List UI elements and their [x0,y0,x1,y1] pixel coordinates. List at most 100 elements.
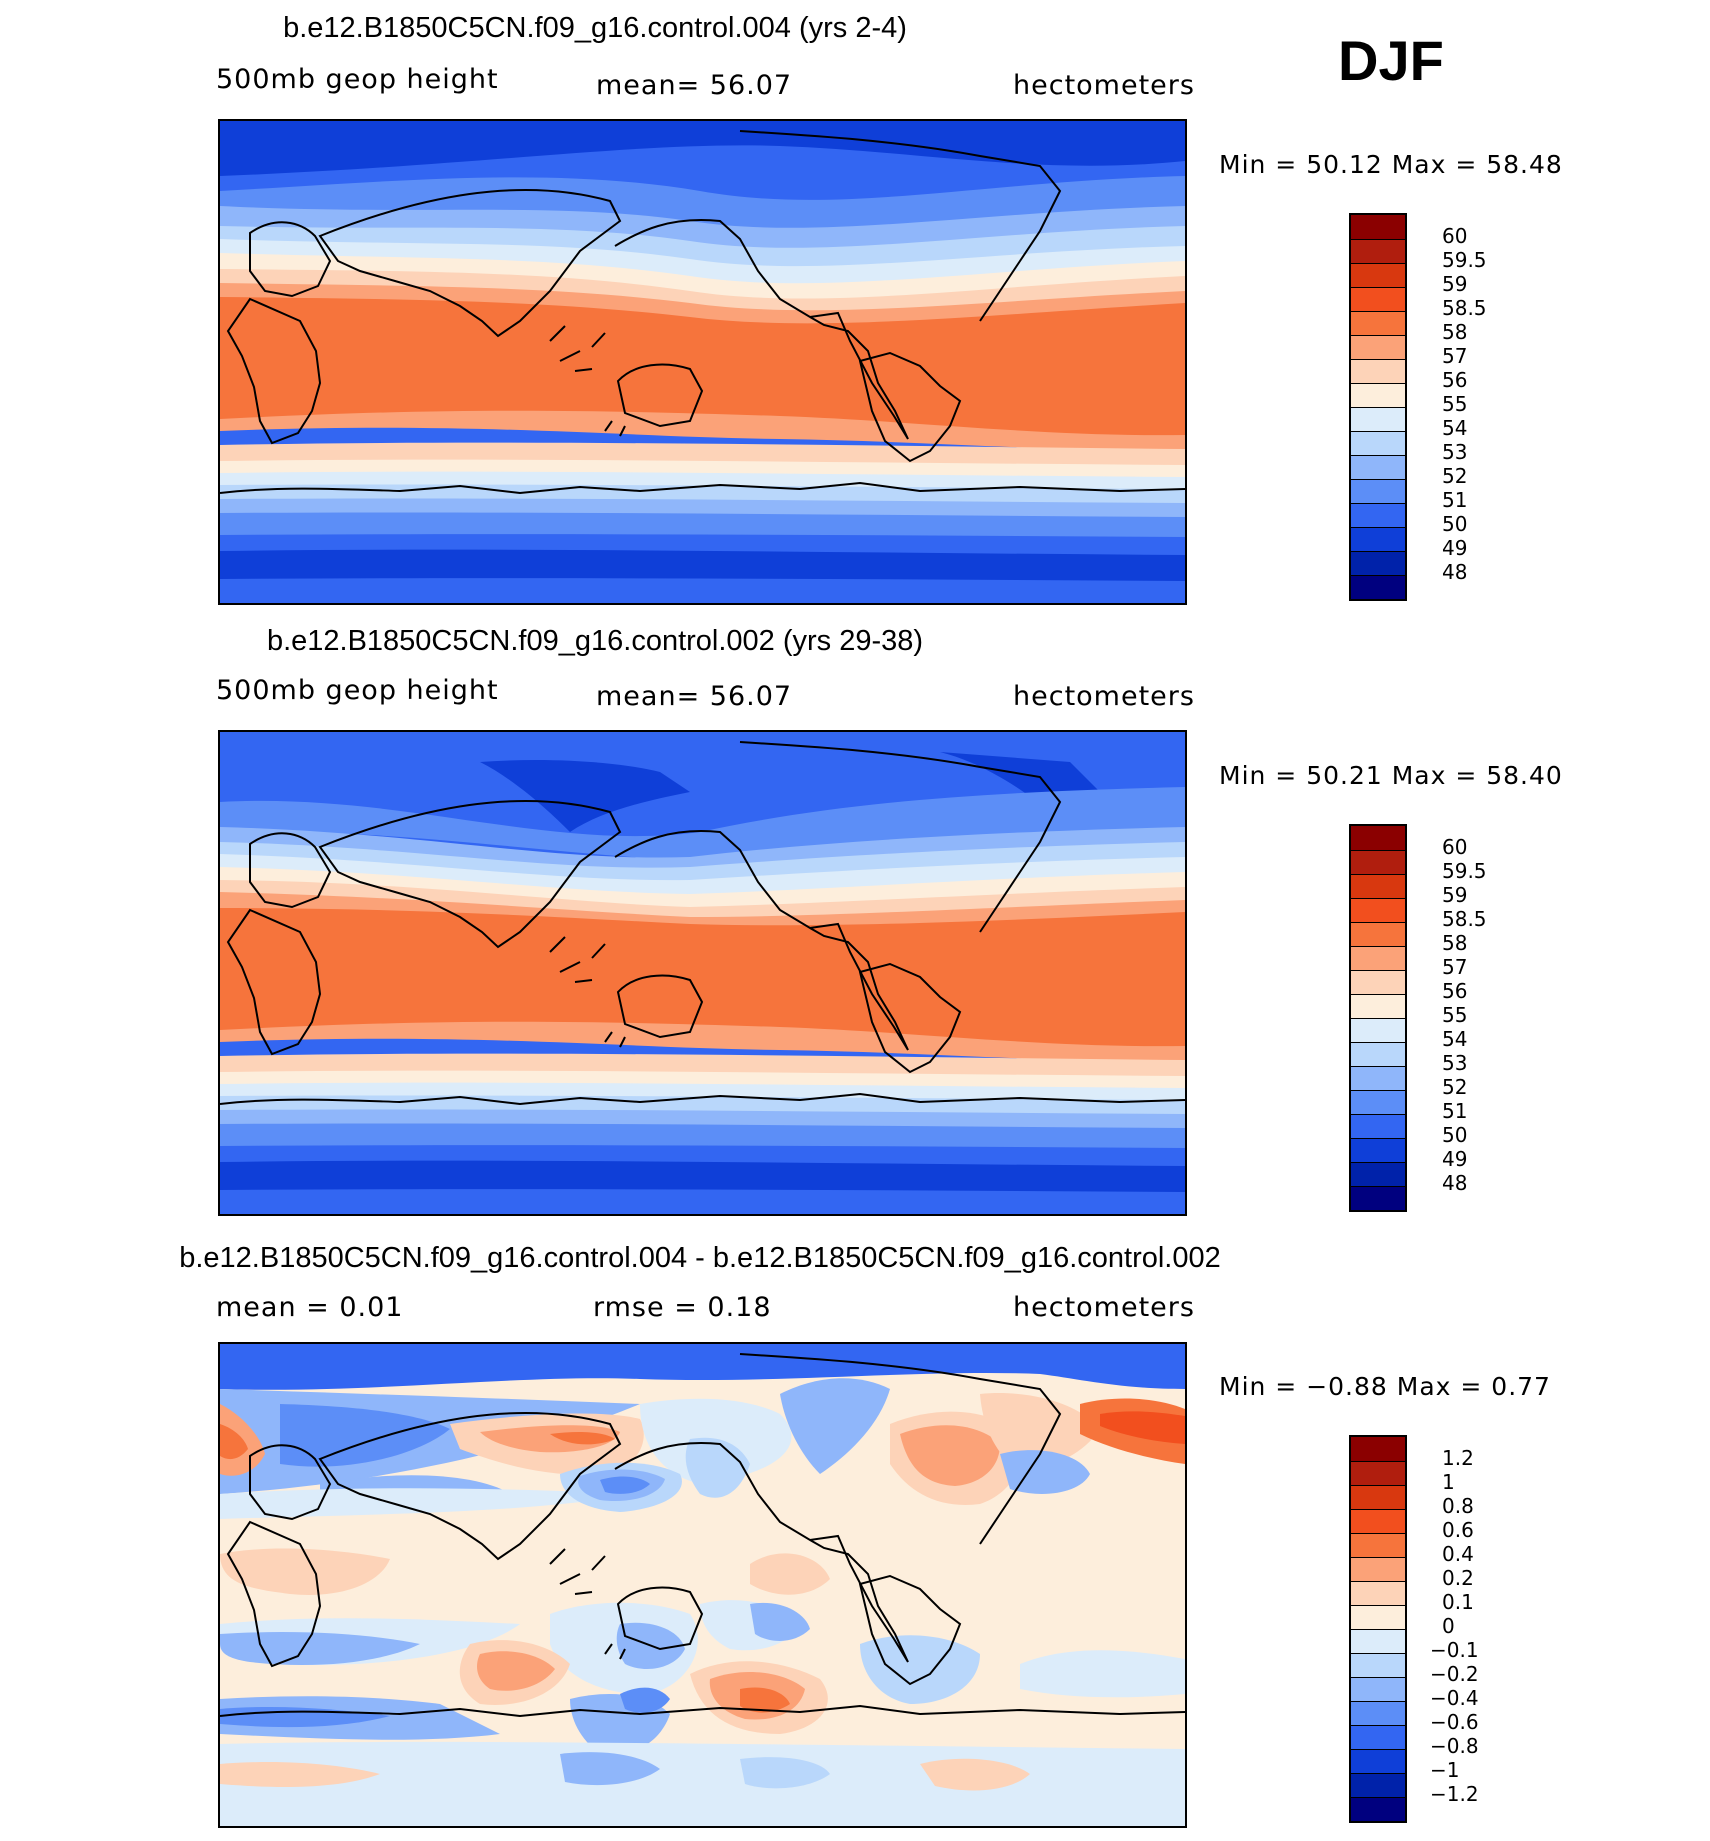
colorbar-label: −0.4 [1430,1686,1479,1710]
colorbar-swatch [1351,1018,1405,1042]
colorbar-label: −1.2 [1430,1782,1479,1806]
colorbar-swatch [1351,383,1405,407]
panel-2-mean: mean= 56.07 [596,681,793,712]
colorbar-swatch [1351,1701,1405,1725]
colorbar-swatch [1351,1797,1405,1821]
colorbar-swatch [1351,359,1405,383]
colorbar-label: 51 [1442,488,1468,512]
colorbar-swatch [1351,503,1405,527]
colorbar-label: 56 [1442,979,1468,1003]
colorbar-label: 60 [1442,224,1468,248]
colorbar-label: 0.1 [1442,1590,1474,1614]
panel-3-mean: mean = 0.01 [216,1292,404,1323]
colorbar-label: 54 [1442,1027,1468,1051]
colorbar-label: 57 [1442,955,1468,979]
panel-3-contours [220,1344,1185,1826]
colorbar-label: 0.8 [1442,1494,1474,1518]
colorbar-label: 59 [1442,883,1468,907]
colorbar-swatch [1351,1138,1405,1162]
colorbar-label: 60 [1442,835,1468,859]
colorbar-label: 59.5 [1442,248,1487,272]
panel-1-units: hectometers [1013,70,1195,101]
colorbar-swatch [1351,874,1405,898]
colorbar-label: 48 [1442,560,1468,584]
colorbar-label: 57 [1442,344,1468,368]
colorbar-label: 58 [1442,931,1468,955]
colorbar-swatch [1351,1437,1405,1461]
panel-2-colorbar [1349,824,1407,1212]
colorbar-label: 51 [1442,1099,1468,1123]
panel-2-units: hectometers [1013,681,1195,712]
panel-3-minmax: Min = −0.88 Max = 0.77 [1219,1372,1551,1401]
colorbar-swatch [1351,1485,1405,1509]
panel-2-minmax: Min = 50.21 Max = 58.40 [1219,761,1563,790]
colorbar-label: 52 [1442,1075,1468,1099]
colorbar-swatch [1351,479,1405,503]
panel-1-colorbar [1349,213,1407,601]
colorbar-swatch [1351,575,1405,599]
colorbar-swatch [1351,1557,1405,1581]
colorbar-swatch [1351,1090,1405,1114]
colorbar-label: 55 [1442,1003,1468,1027]
colorbar-swatch [1351,1629,1405,1653]
colorbar-swatch [1351,970,1405,994]
colorbar-swatch [1351,1509,1405,1533]
colorbar-label: 1.2 [1442,1446,1474,1470]
colorbar-swatch [1351,407,1405,431]
colorbar-swatch [1351,287,1405,311]
colorbar-label: 53 [1442,1051,1468,1075]
colorbar-swatch [1351,551,1405,575]
colorbar-label: 59.5 [1442,859,1487,883]
colorbar-label: −0.8 [1430,1734,1479,1758]
colorbar-swatch [1351,239,1405,263]
colorbar-swatch [1351,311,1405,335]
colorbar-label: 54 [1442,416,1468,440]
colorbar-label: 52 [1442,464,1468,488]
colorbar-label: 58.5 [1442,296,1487,320]
panel-3-units: hectometers [1013,1292,1195,1323]
colorbar-swatch [1351,263,1405,287]
colorbar-swatch [1351,1066,1405,1090]
panel-2-map [218,730,1187,1216]
colorbar-swatch [1351,1581,1405,1605]
colorbar-swatch [1351,1114,1405,1138]
colorbar-swatch [1351,1533,1405,1557]
panel-3-colorbar [1349,1435,1407,1823]
colorbar-swatch [1351,1461,1405,1485]
season-label: DJF [1338,29,1444,92]
colorbar-label: 58 [1442,320,1468,344]
colorbar-label: −0.2 [1430,1662,1479,1686]
colorbar-label: −0.1 [1430,1638,1479,1662]
colorbar-swatch [1351,826,1405,850]
panel-1-mean: mean= 56.07 [596,70,793,101]
colorbar-label: 59 [1442,272,1468,296]
colorbar-label: 0.2 [1442,1566,1474,1590]
panel-1-variable: 500mb geop height [216,64,499,95]
colorbar-label: 50 [1442,1123,1468,1147]
panel-3-title: b.e12.B1850C5CN.f09_g16.control.004 - b.… [179,1242,1221,1274]
colorbar-swatch [1351,1605,1405,1629]
panel-2-title: b.e12.B1850C5CN.f09_g16.control.002 (yrs… [266,625,924,657]
colorbar-label: 0.6 [1442,1518,1474,1542]
colorbar-swatch [1351,527,1405,551]
colorbar-label: −1 [1430,1758,1460,1782]
panel-1-minmax: Min = 50.12 Max = 58.48 [1219,150,1563,179]
colorbar-label: 58.5 [1442,907,1487,931]
panel-3-coastlines [220,1353,1185,1718]
colorbar-label: −0.6 [1430,1710,1479,1734]
colorbar-swatch [1351,215,1405,239]
colorbar-swatch [1351,1773,1405,1797]
colorbar-label: 48 [1442,1171,1468,1195]
panel-1-title: b.e12.B1850C5CN.f09_g16.control.004 (yrs… [283,12,907,44]
panel-2-variable: 500mb geop height [216,675,499,706]
panel-3-rmse: rmse = 0.18 [593,1292,772,1323]
colorbar-swatch [1351,431,1405,455]
panel-3-map [218,1342,1187,1828]
colorbar-label: 53 [1442,440,1468,464]
colorbar-swatch [1351,1749,1405,1773]
colorbar-label: 55 [1442,392,1468,416]
colorbar-swatch [1351,850,1405,874]
colorbar-swatch [1351,335,1405,359]
colorbar-label: 50 [1442,512,1468,536]
panel-2-coastlines [220,741,1185,1106]
